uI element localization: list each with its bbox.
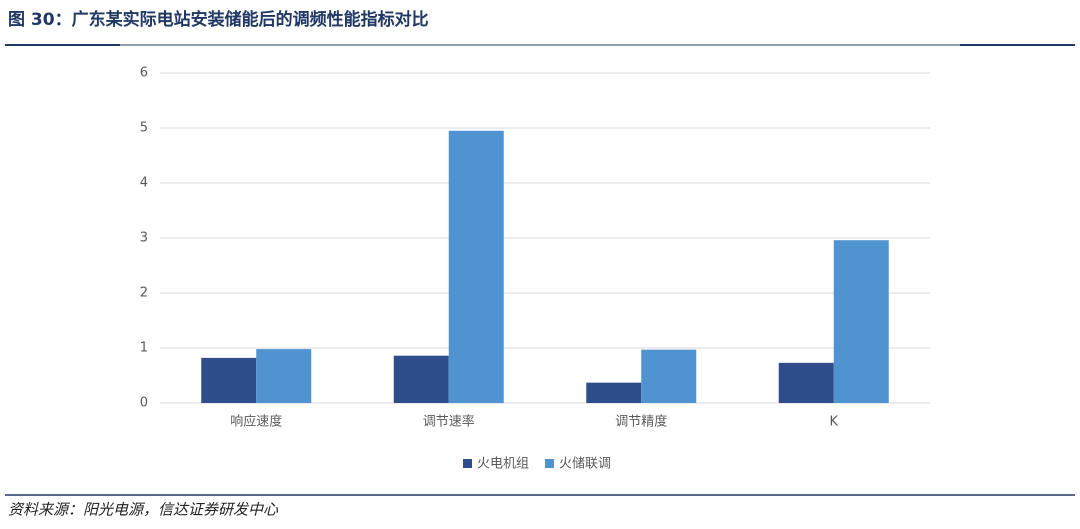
legend-label: 火电机组 — [477, 457, 529, 472]
bar — [448, 130, 504, 403]
legend-label: 火储联调 — [559, 457, 611, 472]
x-tick-label: 响应速度 — [230, 414, 282, 430]
y-tick-label: 6 — [140, 66, 148, 81]
y-tick-label: 3 — [140, 231, 148, 246]
bar — [586, 382, 642, 403]
bar — [393, 355, 449, 403]
chart-title: 图 30：广东某实际电站安装储能后的调频性能指标对比 — [8, 9, 429, 30]
y-tick-label: 1 — [140, 341, 148, 356]
legend-swatch — [545, 459, 555, 468]
x-tick-label: 调节精度 — [615, 414, 667, 430]
source: 资料来源：阳光电源，信达证券研发中心 — [8, 501, 279, 519]
bar — [201, 357, 257, 403]
x-tick-label: K — [829, 415, 838, 430]
y-tick-label: 5 — [140, 121, 148, 136]
y-tick-label: 0 — [140, 396, 148, 411]
legend-swatch — [463, 459, 472, 468]
bar — [833, 240, 889, 403]
x-tick-label: 调节速率 — [423, 414, 475, 430]
y-tick-label: 2 — [140, 286, 148, 301]
bar — [256, 349, 312, 403]
y-tick-label: 4 — [140, 176, 148, 191]
bar — [778, 362, 834, 403]
bar — [641, 349, 697, 403]
